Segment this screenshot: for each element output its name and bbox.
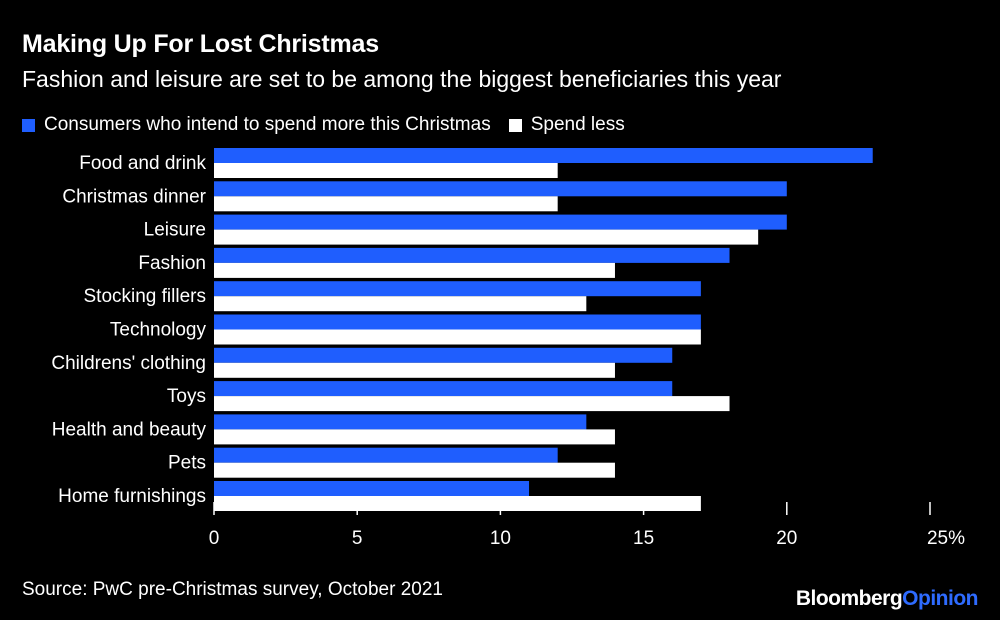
bar-less <box>214 396 730 412</box>
category-label: Leisure <box>144 220 206 241</box>
bar-less <box>214 229 759 245</box>
category-label: Fashion <box>138 253 206 274</box>
x-tick-label: 0 <box>209 528 220 549</box>
category-label: Christmas dinner <box>62 186 206 207</box>
x-tick-label: 15 <box>633 528 654 549</box>
chart-subtitle: Fashion and leisure are set to be among … <box>22 66 782 92</box>
bar-less <box>214 462 615 478</box>
category-label: Toys <box>167 386 206 407</box>
legend-swatch-less <box>508 118 522 132</box>
x-tick-label: 5 <box>352 528 363 549</box>
x-tick-label: 25% <box>927 528 965 549</box>
legend-label-less: Spend less <box>530 114 625 135</box>
legend-item-more: Consumers who intend to spend more this … <box>22 114 491 136</box>
category-label: Pets <box>168 453 206 474</box>
bar-less <box>214 196 558 212</box>
legend: Consumers who intend to spend more this … <box>22 114 643 136</box>
bar-less <box>214 429 615 445</box>
bar-less <box>214 362 615 378</box>
legend-swatch-more <box>22 118 35 132</box>
bar-more <box>214 214 787 230</box>
chart-title: Making Up For Lost Christmas <box>22 30 379 58</box>
bar-more <box>214 481 530 496</box>
bar-more <box>214 148 873 163</box>
source-note: Source: PwC pre-Christmas survey, Octobe… <box>22 579 443 600</box>
bar-less <box>214 262 615 278</box>
category-label: Food and drink <box>79 153 206 174</box>
legend-item-less: Spend less <box>508 114 625 136</box>
bar-more <box>214 247 730 263</box>
bar-more <box>214 281 701 297</box>
bar-less <box>214 329 701 345</box>
x-tick-label: 10 <box>490 528 511 549</box>
category-label: Technology <box>110 320 207 341</box>
bar-less <box>214 496 701 511</box>
bar-more <box>214 314 701 330</box>
bar-more <box>214 447 558 463</box>
bar-less <box>214 163 558 178</box>
brand-logo-part1: Bloomberg <box>795 587 903 610</box>
brand-logo-part2: Opinion <box>902 587 978 610</box>
bar-more <box>214 181 787 197</box>
bar-less <box>214 296 587 312</box>
legend-label-more: Consumers who intend to spend more this … <box>44 114 491 135</box>
bar-more <box>214 414 587 430</box>
category-label: Health and beauty <box>52 419 207 440</box>
bar-more <box>214 381 673 397</box>
category-label: Home furnishings <box>58 486 206 507</box>
category-label: Stocking fillers <box>84 286 207 307</box>
x-tick-label: 20 <box>776 528 797 549</box>
brand-logo: BloombergOpinion <box>795 587 979 611</box>
category-label: Childrens' clothing <box>51 353 206 374</box>
bar-more <box>214 347 673 363</box>
